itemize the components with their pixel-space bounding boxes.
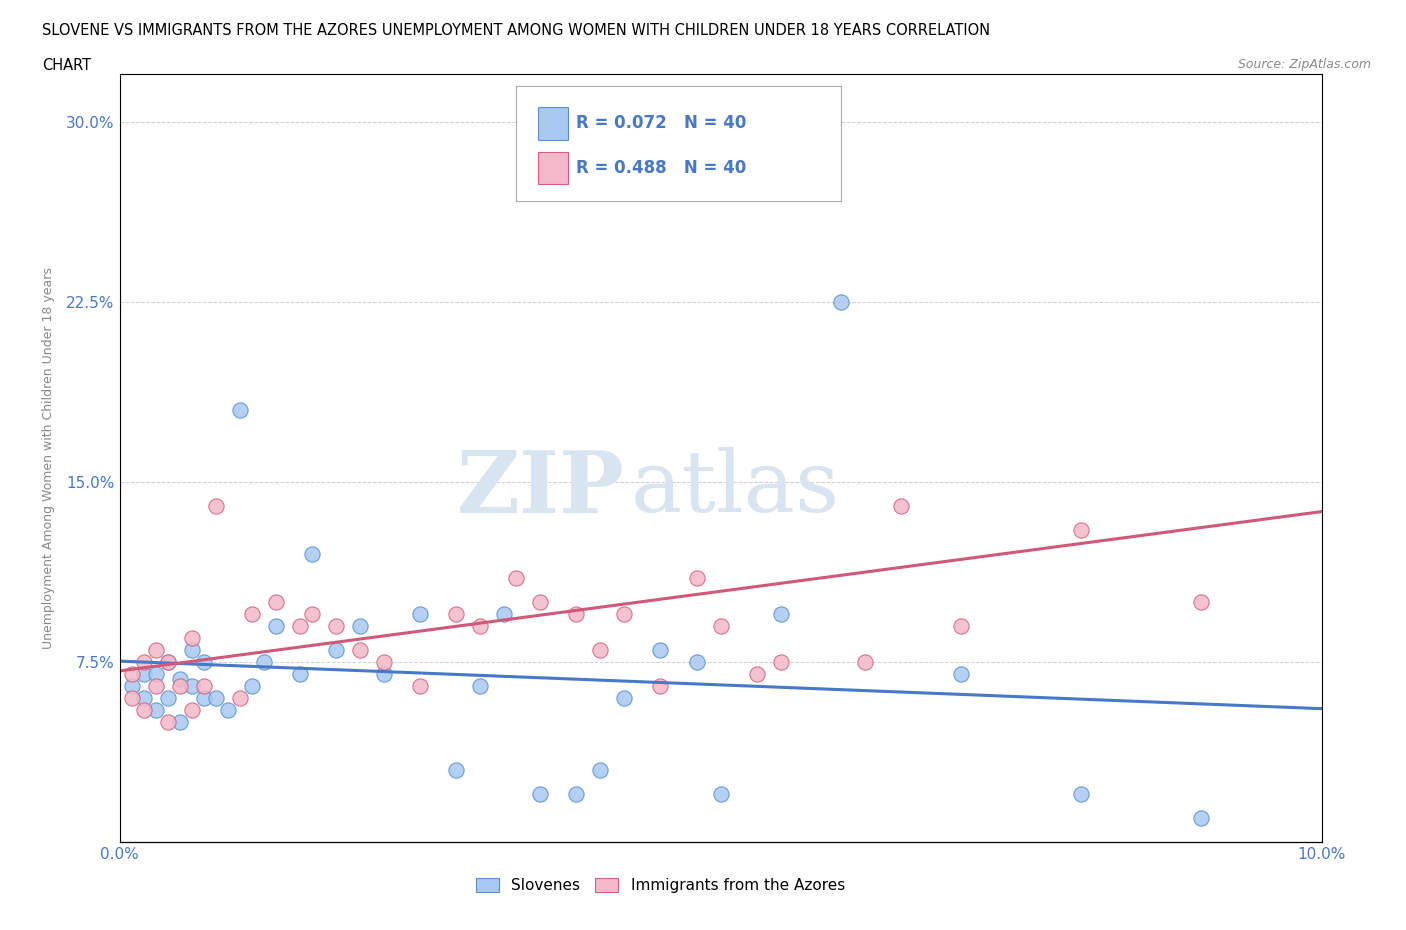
Text: CHART: CHART [42, 58, 91, 73]
Point [132, 667, 155, 682]
Point [1070, 523, 1092, 538]
Point [890, 498, 912, 513]
Point [240, 606, 263, 621]
Point [145, 667, 167, 682]
Point [373, 667, 395, 682]
Point [193, 678, 215, 693]
Text: atlas: atlas [630, 447, 839, 530]
Point [121, 667, 143, 682]
Point [409, 678, 432, 693]
Point [565, 786, 588, 801]
Point [145, 702, 167, 717]
Point [650, 678, 672, 693]
Point [950, 667, 973, 682]
Point [156, 655, 179, 670]
Point [204, 690, 226, 705]
Point [589, 763, 612, 777]
Point [264, 594, 287, 609]
Point [505, 570, 527, 585]
Text: R = 0.488   N = 40: R = 0.488 N = 40 [576, 159, 747, 177]
Point [650, 643, 672, 658]
Point [325, 618, 347, 633]
Point [613, 606, 636, 621]
Point [169, 678, 191, 693]
Point [494, 606, 516, 621]
Point [193, 655, 215, 670]
Text: ZIP: ZIP [457, 446, 624, 531]
Point [156, 714, 179, 729]
Point [685, 570, 707, 585]
Point [853, 655, 876, 670]
Point [228, 690, 252, 705]
Point [145, 678, 167, 693]
Text: Source: ZipAtlas.com: Source: ZipAtlas.com [1237, 58, 1371, 71]
Point [769, 606, 792, 621]
Point [1070, 786, 1092, 801]
Point [193, 690, 215, 705]
Point [169, 671, 191, 686]
Point [121, 690, 143, 705]
Point [288, 667, 311, 682]
Point [169, 714, 191, 729]
FancyBboxPatch shape [516, 86, 841, 201]
Point [180, 702, 202, 717]
Y-axis label: Unemployment Among Women with Children Under 18 years: Unemployment Among Women with Children U… [42, 267, 55, 649]
Point [444, 606, 467, 621]
Point [132, 690, 155, 705]
Point [204, 498, 226, 513]
Point [709, 786, 731, 801]
Point [950, 618, 973, 633]
Legend: Slovenes, Immigrants from the Azores: Slovenes, Immigrants from the Azores [470, 872, 851, 899]
Point [132, 655, 155, 670]
Point [685, 655, 707, 670]
Point [373, 655, 395, 670]
Point [349, 618, 371, 633]
Point [145, 643, 167, 658]
Point [529, 594, 551, 609]
Point [468, 618, 492, 633]
Point [769, 655, 792, 670]
Point [745, 667, 768, 682]
Point [132, 702, 155, 717]
Point [468, 678, 492, 693]
Point [529, 786, 551, 801]
FancyBboxPatch shape [538, 152, 568, 184]
Point [264, 618, 287, 633]
Point [301, 547, 323, 562]
Point [228, 403, 252, 418]
Point [301, 606, 323, 621]
Point [240, 678, 263, 693]
Point [288, 618, 311, 633]
FancyBboxPatch shape [538, 107, 568, 140]
Point [325, 643, 347, 658]
Point [613, 690, 636, 705]
Point [565, 606, 588, 621]
Text: R = 0.072   N = 40: R = 0.072 N = 40 [576, 113, 747, 132]
Point [806, 126, 828, 141]
Point [409, 606, 432, 621]
Point [709, 618, 731, 633]
Point [253, 655, 276, 670]
Point [349, 643, 371, 658]
Point [1189, 810, 1212, 825]
Point [444, 763, 467, 777]
Point [180, 643, 202, 658]
Text: SLOVENE VS IMMIGRANTS FROM THE AZORES UNEMPLOYMENT AMONG WOMEN WITH CHILDREN UND: SLOVENE VS IMMIGRANTS FROM THE AZORES UN… [42, 23, 990, 38]
Point [589, 643, 612, 658]
Point [1189, 594, 1212, 609]
Point [156, 690, 179, 705]
Point [121, 678, 143, 693]
Point [180, 678, 202, 693]
Point [217, 702, 239, 717]
Point [830, 295, 852, 310]
Point [156, 655, 179, 670]
Point [180, 631, 202, 645]
